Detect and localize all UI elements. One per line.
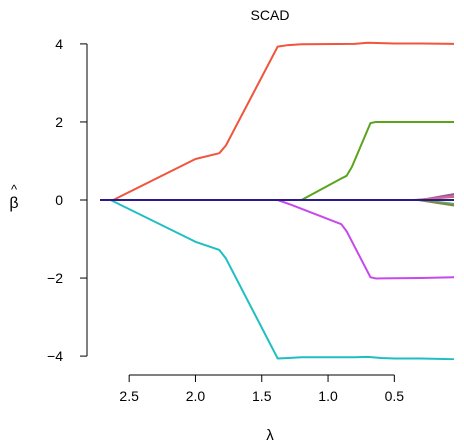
y-axis-label-hat: ^ [11, 182, 18, 197]
series-line-3 [100, 199, 454, 280]
series-line-2 [100, 120, 454, 201]
x-tick-label: 2.0 [186, 388, 206, 404]
y-tick-label: −4 [47, 348, 63, 364]
x-tick-label: 2.5 [119, 388, 139, 404]
x-tick-label: 1.5 [252, 388, 272, 404]
series-line-0 [100, 41, 454, 201]
x-axis-label: λ [266, 427, 274, 444]
series-line-1 [100, 199, 454, 360]
y-tick-label: 0 [55, 192, 63, 208]
x-tick-label: 0.5 [385, 388, 405, 404]
y-tick-label: −2 [47, 270, 63, 286]
y-tick-label: 4 [55, 36, 63, 52]
series-group [100, 41, 454, 360]
y-axis-label: β [9, 195, 18, 212]
chart-title: SCAD [251, 7, 290, 23]
x-tick-label: 1.0 [318, 388, 338, 404]
y-tick-label: 2 [55, 114, 63, 130]
x-axis: 2.5 2.0 1.5 1.0 0.5 [119, 374, 405, 404]
y-axis: 4 2 0 −2 −4 [47, 36, 88, 364]
